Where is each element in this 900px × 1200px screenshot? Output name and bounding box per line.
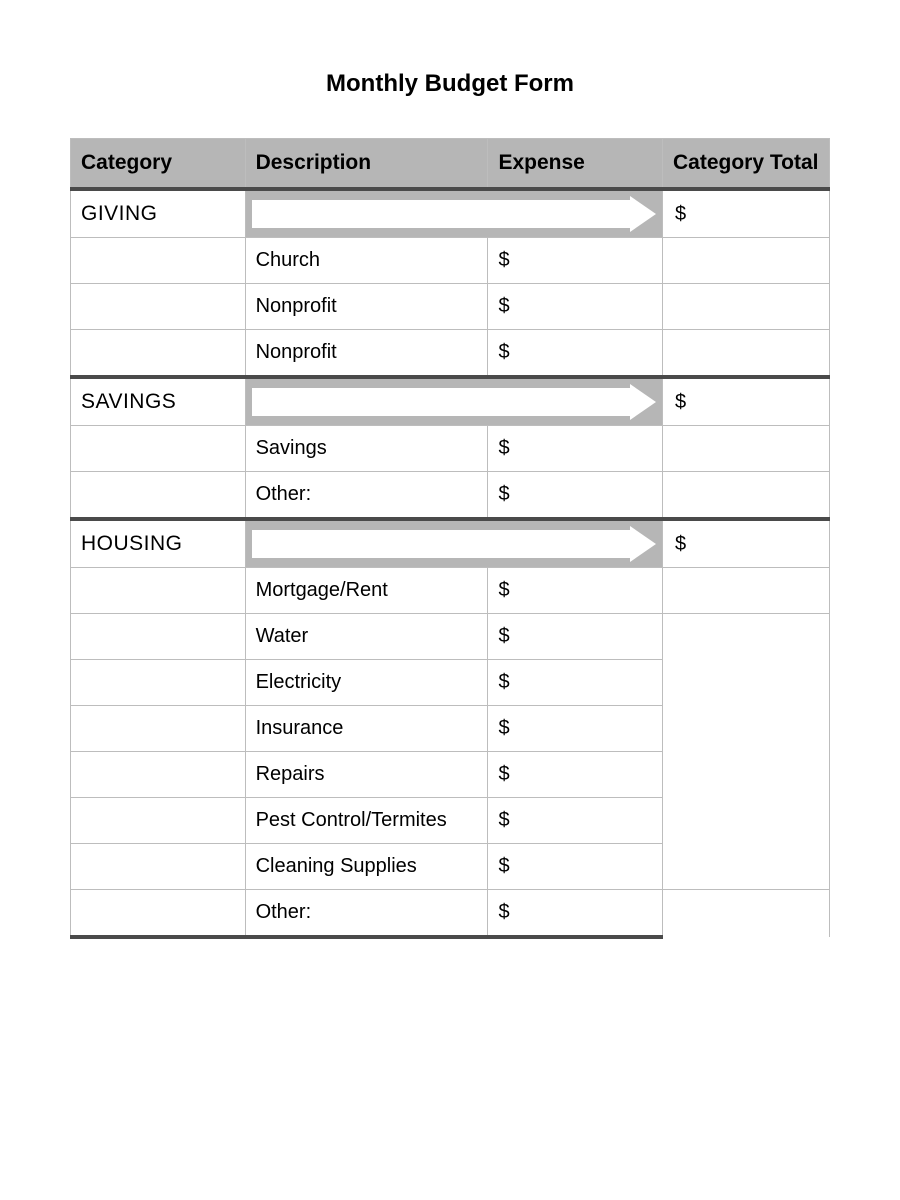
category-total-shaded [663, 330, 830, 378]
category-cell-empty [71, 798, 246, 844]
description-cell: Nonprofit [245, 284, 488, 330]
budget-form-page: Monthly Budget Form Category Description… [0, 0, 900, 1200]
col-header-total: Category Total [663, 139, 830, 190]
category-cell-empty [71, 706, 246, 752]
category-total-shaded [663, 660, 830, 706]
category-total-shaded [663, 844, 830, 890]
category-cell-empty [71, 890, 246, 938]
table-row: Repairs$ [71, 752, 830, 798]
col-header-expense: Expense [488, 139, 663, 190]
expense-cell[interactable]: $ [488, 330, 663, 378]
category-name: GIVING [71, 189, 246, 238]
expense-cell[interactable]: $ [488, 844, 663, 890]
expense-cell[interactable]: $ [488, 426, 663, 472]
table-row: Insurance$ [71, 706, 830, 752]
table-row: Cleaning Supplies$ [71, 844, 830, 890]
category-cell-empty [71, 752, 246, 798]
description-cell: Insurance [245, 706, 488, 752]
category-cell-empty [71, 426, 246, 472]
category-cell-empty [71, 568, 246, 614]
description-cell: Pest Control/Termites [245, 798, 488, 844]
category-total-shaded [663, 238, 830, 284]
col-header-description: Description [245, 139, 488, 190]
arrow-right-icon [252, 528, 656, 560]
description-cell: Repairs [245, 752, 488, 798]
description-cell: Other: [245, 890, 488, 938]
table-row: Church$ [71, 238, 830, 284]
expense-cell[interactable]: $ [488, 472, 663, 520]
description-cell: Other: [245, 472, 488, 520]
description-cell: Water [245, 614, 488, 660]
category-row: HOUSING $ [71, 519, 830, 568]
description-cell: Mortgage/Rent [245, 568, 488, 614]
col-header-category: Category [71, 139, 246, 190]
category-arrow-cell [245, 377, 662, 426]
expense-cell[interactable]: $ [488, 890, 663, 938]
category-total-shaded [663, 706, 830, 752]
description-cell: Savings [245, 426, 488, 472]
expense-cell[interactable]: $ [488, 238, 663, 284]
arrow-right-icon [252, 386, 656, 418]
category-cell-empty [71, 238, 246, 284]
category-cell-empty [71, 614, 246, 660]
category-name: SAVINGS [71, 377, 246, 426]
category-total-shaded [663, 472, 830, 520]
description-cell: Church [245, 238, 488, 284]
table-row: Water$ [71, 614, 830, 660]
page-title: Monthly Budget Form [70, 70, 830, 98]
expense-cell[interactable]: $ [488, 614, 663, 660]
table-row: Pest Control/Termites$ [71, 798, 830, 844]
budget-table: Category Description Expense Category To… [70, 138, 830, 939]
category-total-shaded [663, 798, 830, 844]
table-row: Nonprofit$ [71, 284, 830, 330]
category-cell-empty [71, 472, 246, 520]
description-cell: Electricity [245, 660, 488, 706]
expense-cell[interactable]: $ [488, 798, 663, 844]
table-row: Nonprofit$ [71, 330, 830, 378]
category-name: HOUSING [71, 519, 246, 568]
category-cell-empty [71, 844, 246, 890]
table-row: Other:$ [71, 472, 830, 520]
category-total-shaded [663, 614, 830, 660]
expense-cell[interactable]: $ [488, 568, 663, 614]
category-total-shaded [663, 568, 830, 614]
category-row: SAVINGS $ [71, 377, 830, 426]
category-total-shaded [663, 426, 830, 472]
table-row: Mortgage/Rent$ [71, 568, 830, 614]
table-row: Electricity$ [71, 660, 830, 706]
category-total[interactable]: $ [663, 189, 830, 238]
category-row: GIVING $ [71, 189, 830, 238]
category-total-shaded [663, 890, 830, 938]
expense-cell[interactable]: $ [488, 706, 663, 752]
table-row: Other:$ [71, 890, 830, 938]
category-cell-empty [71, 330, 246, 378]
category-total-shaded [663, 752, 830, 798]
description-cell: Nonprofit [245, 330, 488, 378]
description-cell: Cleaning Supplies [245, 844, 488, 890]
expense-cell[interactable]: $ [488, 284, 663, 330]
category-total[interactable]: $ [663, 519, 830, 568]
expense-cell[interactable]: $ [488, 752, 663, 798]
category-cell-empty [71, 660, 246, 706]
arrow-right-icon [252, 198, 656, 230]
table-row: Savings$ [71, 426, 830, 472]
category-total-shaded [663, 284, 830, 330]
category-arrow-cell [245, 519, 662, 568]
category-total[interactable]: $ [663, 377, 830, 426]
category-arrow-cell [245, 189, 662, 238]
expense-cell[interactable]: $ [488, 660, 663, 706]
table-header-row: Category Description Expense Category To… [71, 139, 830, 190]
category-cell-empty [71, 284, 246, 330]
